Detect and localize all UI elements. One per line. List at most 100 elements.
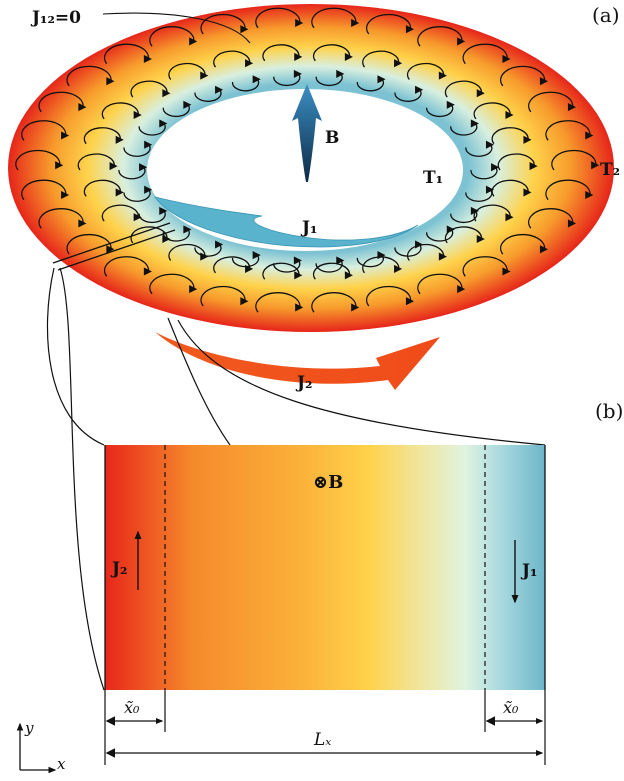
vortex-arrowhead <box>485 140 495 149</box>
vortex-arrowhead <box>61 190 70 200</box>
vortex-arrowhead <box>585 190 594 200</box>
vortex-loop <box>213 256 251 274</box>
vortex-loop <box>426 104 454 118</box>
vortex-loop <box>262 44 300 62</box>
vortex-arrowhead <box>485 185 495 194</box>
vortex-loop <box>491 127 529 145</box>
vortex-loop <box>465 189 493 202</box>
vortex-loop <box>491 179 529 197</box>
vortex-loop <box>255 292 301 313</box>
vortex-loop <box>273 73 301 87</box>
j1-label-a: J₁ <box>300 218 318 238</box>
vortex-arrowhead <box>591 161 600 170</box>
vortex-arrowhead <box>344 52 353 61</box>
vortex-loop <box>473 204 511 222</box>
vortex-loop <box>231 78 260 92</box>
vortex-arrowhead <box>144 185 153 194</box>
vortex-loop <box>21 120 67 141</box>
vortex-arrowhead <box>293 256 302 265</box>
vortex-arrowhead <box>502 267 511 276</box>
b-label-a: B <box>325 128 339 148</box>
vortex-arrowhead <box>200 71 209 80</box>
j2-big-arrow <box>155 332 440 390</box>
vortex-arrowhead <box>252 251 261 260</box>
vortex-loop <box>83 127 121 145</box>
vortex-loop <box>194 89 222 102</box>
vortex-arrowhead <box>183 225 192 234</box>
vortex-arrowhead <box>405 297 415 306</box>
vortex-loop <box>312 44 351 62</box>
vortex-loop <box>394 89 422 102</box>
vortex-loop <box>366 285 412 307</box>
vortex-loop <box>15 149 61 171</box>
vortex-loop <box>426 229 454 242</box>
vortex-arrowhead <box>415 85 424 94</box>
vortex-loop <box>213 50 251 68</box>
connector-mid <box>167 317 231 446</box>
b-field-arrow <box>292 84 322 182</box>
vortex-loop <box>528 208 574 229</box>
vortex-loop <box>473 102 511 120</box>
vortex-arrowhead <box>394 264 403 273</box>
vortex-arrowhead <box>457 37 466 46</box>
vortex-loop <box>21 179 67 201</box>
vortex-arrowhead <box>336 256 345 265</box>
ring-group: B T₁ T₂ J₁ <box>8 4 620 332</box>
vortex-arrowhead <box>245 264 254 273</box>
vortex-arrowhead <box>295 303 304 312</box>
connector-left <box>46 267 105 446</box>
vortex-arrowhead <box>162 89 171 98</box>
vortex-loop <box>255 7 301 29</box>
vortex-arrowhead <box>159 119 168 128</box>
vortex-arrowhead <box>143 267 152 276</box>
vortex-arrowhead <box>470 206 479 215</box>
vortex-arrowhead <box>377 251 386 260</box>
vortex-loop <box>500 233 546 255</box>
vortex-arrowhead <box>115 135 124 144</box>
vortex-arrowhead <box>133 110 142 120</box>
vortex-loop <box>417 273 463 295</box>
vortex-arrowhead <box>293 69 302 78</box>
vortex-arrowhead <box>189 285 198 294</box>
vortex-loop <box>130 80 168 98</box>
vortex-arrowhead <box>377 75 386 84</box>
vortex-loop <box>162 104 190 118</box>
vortex-loop <box>545 179 591 201</box>
vortex-loop <box>162 229 190 242</box>
vortex-loop <box>262 262 300 280</box>
vortex-arrowhead <box>476 234 485 244</box>
vortex-loop <box>149 26 195 47</box>
vortex-arrowhead <box>78 219 87 228</box>
vortex-arrowhead <box>505 213 514 222</box>
vortex-arrowhead <box>109 162 118 171</box>
vortex-loop <box>394 244 422 257</box>
vortex-loop <box>38 208 84 229</box>
vortex-loop <box>138 123 166 136</box>
vortex-loop <box>356 78 384 92</box>
vortex-loop <box>138 210 166 224</box>
vortex-arrowhead <box>523 188 532 197</box>
vortex-loop <box>450 210 478 224</box>
vortex-arrowhead <box>245 59 254 68</box>
vortex-arrowhead <box>115 188 124 197</box>
panel-a-label: (a) <box>592 3 620 27</box>
vortex-arrowhead <box>529 162 538 171</box>
vortex-loop <box>444 226 483 244</box>
vortex-loop <box>417 26 463 47</box>
vortex-arrowhead <box>106 245 115 254</box>
vortex-loop <box>118 166 146 180</box>
vortex-arrowhead <box>438 252 447 261</box>
vortex-loop <box>465 144 493 157</box>
strip <box>105 445 545 690</box>
vortex-arrowhead <box>502 54 511 64</box>
vortex-arrowhead <box>133 213 142 222</box>
vortex-loop <box>103 43 150 65</box>
vortex-arrowhead <box>457 285 466 294</box>
vortex-loop <box>315 73 343 87</box>
cut-line-2 <box>57 229 176 271</box>
vortex-arrowhead <box>183 100 192 109</box>
vortex-loop <box>273 260 301 273</box>
x-axis-label: x <box>57 755 66 773</box>
connector-outer <box>59 267 105 691</box>
vortex-loops <box>15 7 600 313</box>
